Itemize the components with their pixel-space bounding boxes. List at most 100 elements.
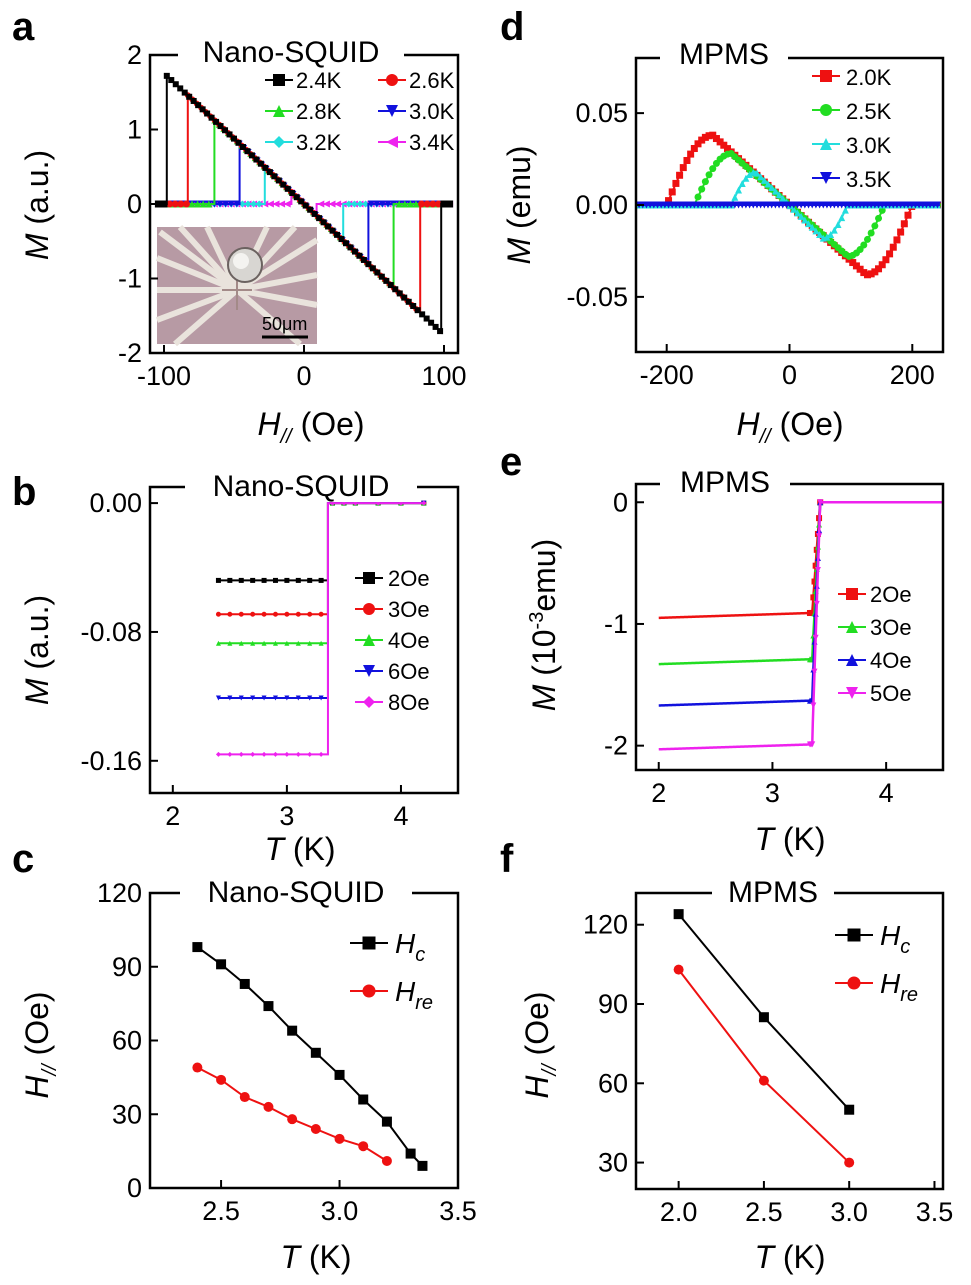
data-point (272, 640, 278, 646)
panel-b-title: Nano-SQUID (213, 470, 390, 503)
data-point (412, 200, 420, 208)
data-point (244, 148, 251, 155)
panel-letter-d: d (500, 5, 524, 49)
data-point (383, 277, 390, 284)
data-point (712, 135, 720, 143)
data-point (673, 909, 684, 920)
data-point (900, 220, 908, 228)
data-point (216, 200, 224, 208)
panel-f-xlabel: T (K) (754, 1239, 825, 1275)
data-point (287, 1025, 298, 1036)
panel-letter-a: a (12, 5, 35, 49)
panel-e-ytick-label: 0 (613, 487, 628, 517)
data-point (284, 185, 291, 192)
panel-a-ytick-label: 1 (127, 115, 142, 145)
panel-e-ytick-label: -2 (604, 731, 628, 761)
data-point (823, 233, 831, 241)
legend-marker (847, 976, 861, 990)
data-point (705, 171, 713, 179)
legend-marker (386, 105, 398, 117)
data-point (373, 200, 381, 208)
data-point (790, 205, 798, 213)
panel-e-ylabel: M (10-3emu) (526, 539, 562, 712)
panel-c-ytick-label: 30 (112, 1099, 142, 1129)
data-point (284, 577, 290, 583)
panel-f-ytick-label: 120 (583, 910, 628, 940)
data-point (186, 93, 193, 100)
data-point (421, 500, 427, 506)
series-H_c (673, 909, 855, 1115)
data-point (217, 123, 224, 130)
data-point (753, 169, 761, 177)
legend-label: 4Oe (870, 648, 912, 673)
data-point (419, 311, 426, 318)
data-point (867, 270, 875, 278)
data-point (298, 198, 305, 205)
data-point (434, 200, 442, 208)
panel-b-legend: 2Oe 3Oe 4Oe 6Oe 8Oe (355, 566, 430, 715)
data-point (812, 634, 819, 641)
data-point (239, 1092, 250, 1103)
data-point (307, 751, 313, 757)
data-point (423, 315, 430, 322)
legend-marker (386, 136, 398, 148)
panel-c-xtick-label: 3.0 (321, 1196, 359, 1226)
data-point (192, 942, 203, 953)
data-point (250, 751, 256, 757)
data-point (446, 200, 454, 208)
data-point (771, 187, 779, 195)
data-point (238, 751, 244, 757)
data-point (226, 131, 233, 138)
data-point (295, 577, 301, 583)
panel-a-ytick-label: -1 (118, 264, 142, 294)
data-point (227, 695, 233, 701)
panel-a-ticks: -100 0 100 -2 -1 0 1 2 (118, 40, 467, 391)
data-point (381, 1116, 392, 1127)
data-point (338, 236, 345, 243)
panel-c-ylabel: H// (Oe) (19, 991, 61, 1098)
data-point (250, 640, 256, 646)
panel-letter-f: f (500, 837, 514, 881)
panel-a-chart: 50μm -100 0 100 -2 -1 0 1 2 Nano-SQUID H// (Oe)… (19, 36, 467, 448)
data-point (284, 751, 290, 757)
data-point (238, 200, 246, 208)
data-point (307, 611, 313, 617)
data-point (742, 174, 750, 182)
data-point (811, 668, 818, 675)
panel-a-ytick-label: 0 (127, 189, 142, 219)
data-point (215, 611, 221, 617)
data-point (801, 216, 809, 224)
legend-label: 2.5K (846, 99, 892, 124)
data-point (860, 241, 868, 249)
data-point (320, 219, 327, 226)
data-point (328, 200, 336, 208)
legend-marker (362, 936, 376, 950)
legend-marker (386, 74, 398, 86)
panel-d-chart: -200 0 200 0.05 0.00 -0.05 MPMS H// (Oe) M (e… (501, 38, 945, 448)
panel-d-ytick-label: -0.05 (566, 282, 628, 312)
data-point (812, 562, 819, 569)
panel-e-ytick-label: -1 (604, 609, 628, 639)
data-point (154, 200, 162, 208)
data-point (318, 640, 324, 646)
panel-b-xtick-label: 4 (393, 801, 408, 831)
data-point (811, 578, 818, 585)
legend-marker (273, 136, 285, 148)
data-point (423, 200, 431, 208)
data-point (284, 695, 290, 701)
data-point (238, 577, 244, 583)
series-line-H_re (677, 969, 850, 1164)
legend-label: 3Oe (388, 597, 430, 622)
data-point (834, 220, 842, 228)
data-point (289, 190, 296, 197)
legend-label: 8Oe (388, 690, 430, 715)
panel-f-title: MPMS (728, 876, 818, 909)
data-point (310, 1124, 321, 1134)
panel-a-series (154, 72, 454, 335)
data-point (378, 273, 385, 280)
data-point (318, 577, 324, 583)
data-point (325, 223, 332, 230)
panel-d-xtick-label: -200 (640, 360, 694, 390)
panel-b-ylabel: M (a.u.) (19, 595, 55, 705)
